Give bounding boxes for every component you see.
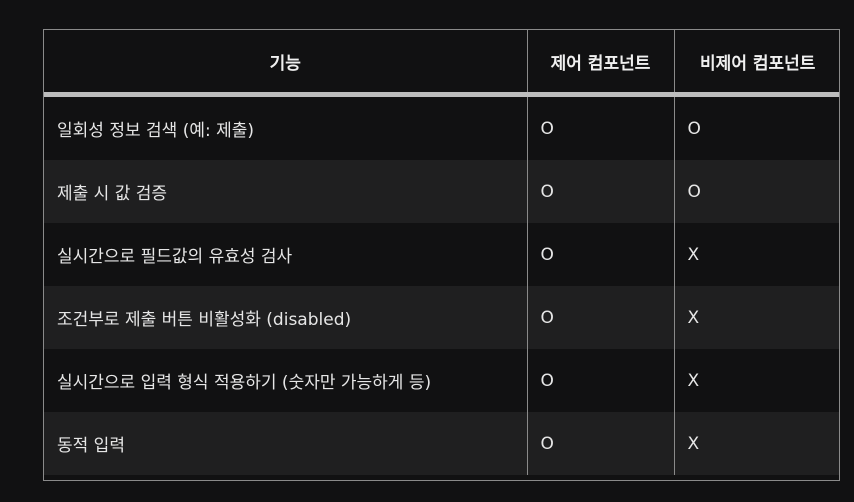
controlled-cell: O — [527, 412, 675, 475]
feature-cell: 실시간으로 입력 형식 적용하기 (숫자만 가능하게 등) — [44, 349, 528, 412]
header-feature: 기능 — [44, 30, 528, 97]
feature-cell: 조건부로 제출 버튼 비활성화 (disabled) — [44, 286, 528, 349]
comparison-table-container: 기능 제어 컴포넌트 비제어 컴포넌트 일회성 정보 검색 (예: 제출) O … — [43, 29, 840, 481]
table-row: 실시간으로 입력 형식 적용하기 (숫자만 가능하게 등) O X — [44, 349, 839, 412]
controlled-cell: O — [527, 349, 675, 412]
feature-cell: 실시간으로 필드값의 유효성 검사 — [44, 223, 528, 286]
table-row: 조건부로 제출 버튼 비활성화 (disabled) O X — [44, 286, 839, 349]
uncontrolled-cell: O — [674, 94, 839, 160]
controlled-cell: O — [527, 223, 675, 286]
feature-cell: 제출 시 값 검증 — [44, 160, 528, 223]
controlled-cell: O — [527, 286, 675, 349]
table-row: 동적 입력 O X — [44, 412, 839, 475]
feature-cell: 동적 입력 — [44, 412, 528, 475]
header-controlled: 제어 컴포넌트 — [527, 30, 675, 97]
uncontrolled-cell: X — [674, 286, 839, 349]
uncontrolled-cell: O — [674, 160, 839, 223]
table-row: 제출 시 값 검증 O O — [44, 160, 839, 223]
uncontrolled-cell: X — [674, 223, 839, 286]
feature-cell: 일회성 정보 검색 (예: 제출) — [44, 94, 528, 160]
uncontrolled-cell: X — [674, 349, 839, 412]
header-uncontrolled: 비제어 컴포넌트 — [674, 30, 839, 97]
uncontrolled-cell: X — [674, 412, 839, 475]
comparison-table: 기능 제어 컴포넌트 비제어 컴포넌트 일회성 정보 검색 (예: 제출) O … — [44, 30, 839, 475]
controlled-cell: O — [527, 94, 675, 160]
table-row: 일회성 정보 검색 (예: 제출) O O — [44, 94, 839, 160]
table-row: 실시간으로 필드값의 유효성 검사 O X — [44, 223, 839, 286]
table-header-row: 기능 제어 컴포넌트 비제어 컴포넌트 — [44, 30, 839, 97]
controlled-cell: O — [527, 160, 675, 223]
